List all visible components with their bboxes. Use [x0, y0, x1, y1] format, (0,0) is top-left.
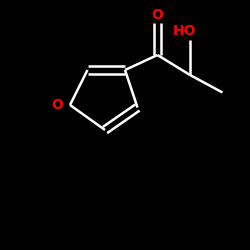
Text: O: O — [52, 98, 64, 112]
Text: O: O — [152, 8, 164, 22]
Text: HO: HO — [173, 24, 197, 38]
